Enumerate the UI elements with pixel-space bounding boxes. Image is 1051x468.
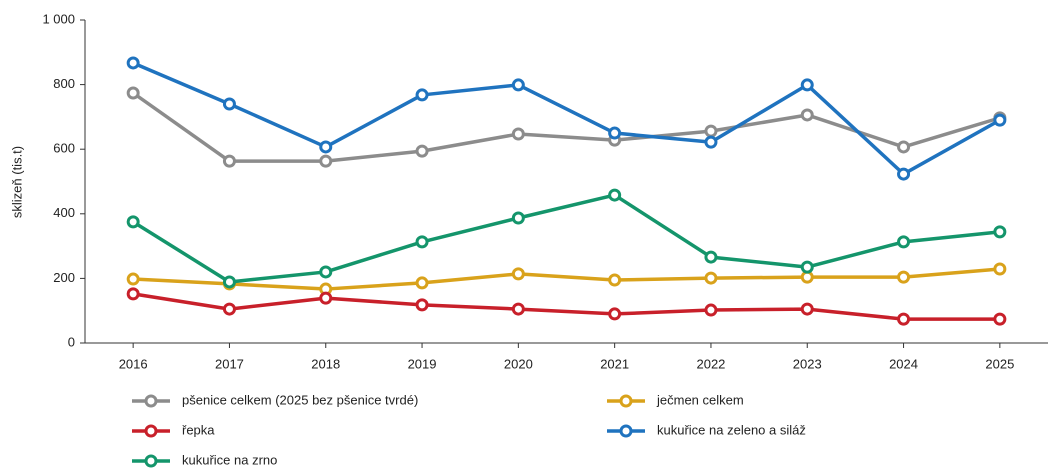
data-point <box>511 211 525 225</box>
data-point <box>608 273 622 287</box>
data-point <box>993 225 1007 239</box>
data-point <box>608 188 622 202</box>
data-point <box>126 272 140 286</box>
series-line <box>132 193 1001 284</box>
y-tick-label: 600 <box>53 141 75 156</box>
data-point <box>222 97 236 111</box>
y-tick-label: 800 <box>53 76 75 91</box>
data-point <box>704 271 718 285</box>
data-point <box>897 167 911 181</box>
data-point <box>415 144 429 158</box>
y-tick-label: 0 <box>68 334 75 349</box>
data-point <box>319 140 333 154</box>
data-point <box>126 287 140 301</box>
legend-label: kukuřice na zeleno a siláž <box>657 422 806 437</box>
data-point <box>511 78 525 92</box>
y-tick-label: 1 000 <box>42 11 75 26</box>
y-axis-label: sklizeň (tis.t) <box>9 146 24 218</box>
data-point <box>993 113 1007 127</box>
series-line <box>132 91 1001 163</box>
data-point <box>222 275 236 289</box>
legend-marker <box>144 394 158 408</box>
data-point <box>511 127 525 141</box>
data-point <box>608 307 622 321</box>
data-point <box>511 267 525 281</box>
legend-label: kukuřice na zrno <box>182 452 277 467</box>
legend-marker <box>619 424 633 438</box>
x-tick-label: 2019 <box>408 356 437 371</box>
data-point <box>897 140 911 154</box>
x-tick-label: 2024 <box>889 356 918 371</box>
data-point <box>800 260 814 274</box>
data-point <box>222 154 236 168</box>
x-tick-label: 2018 <box>311 356 340 371</box>
data-point <box>415 88 429 102</box>
x-tick-label: 2025 <box>985 356 1014 371</box>
series-line <box>132 61 1001 176</box>
data-point <box>704 250 718 264</box>
data-point <box>126 215 140 229</box>
data-point <box>800 302 814 316</box>
legend-marker <box>144 424 158 438</box>
data-point <box>993 262 1007 276</box>
data-point <box>897 270 911 284</box>
legend-label: pšenice celkem (2025 bez pšenice tvrdé) <box>182 392 418 407</box>
y-tick-label: 400 <box>53 205 75 220</box>
data-point <box>319 154 333 168</box>
data-point <box>897 235 911 249</box>
legend-label: řepka <box>182 422 215 437</box>
data-point <box>704 124 718 138</box>
data-point <box>415 276 429 290</box>
data-point <box>415 235 429 249</box>
x-tick-label: 2022 <box>696 356 725 371</box>
data-point <box>126 86 140 100</box>
data-point <box>319 291 333 305</box>
legend-label: ječmen celkem <box>656 392 744 407</box>
series-line <box>132 292 1000 321</box>
data-point <box>126 56 140 70</box>
data-point <box>800 78 814 92</box>
data-point <box>704 135 718 149</box>
series-line <box>133 267 1000 291</box>
x-tick-label: 2017 <box>215 356 244 371</box>
data-point <box>800 270 814 284</box>
data-point <box>704 303 718 317</box>
x-tick-label: 2023 <box>793 356 822 371</box>
data-point <box>222 302 236 316</box>
legend-marker <box>619 394 633 408</box>
legend-marker <box>144 454 158 468</box>
data-point <box>415 298 429 312</box>
x-tick-label: 2016 <box>119 356 148 371</box>
data-point <box>897 312 911 326</box>
data-point <box>800 108 814 122</box>
data-point <box>511 302 525 316</box>
data-point <box>608 126 622 140</box>
y-tick-label: 200 <box>53 270 75 285</box>
x-tick-label: 2021 <box>600 356 629 371</box>
data-point <box>993 312 1007 326</box>
x-tick-label: 2020 <box>504 356 533 371</box>
data-point <box>319 265 333 279</box>
